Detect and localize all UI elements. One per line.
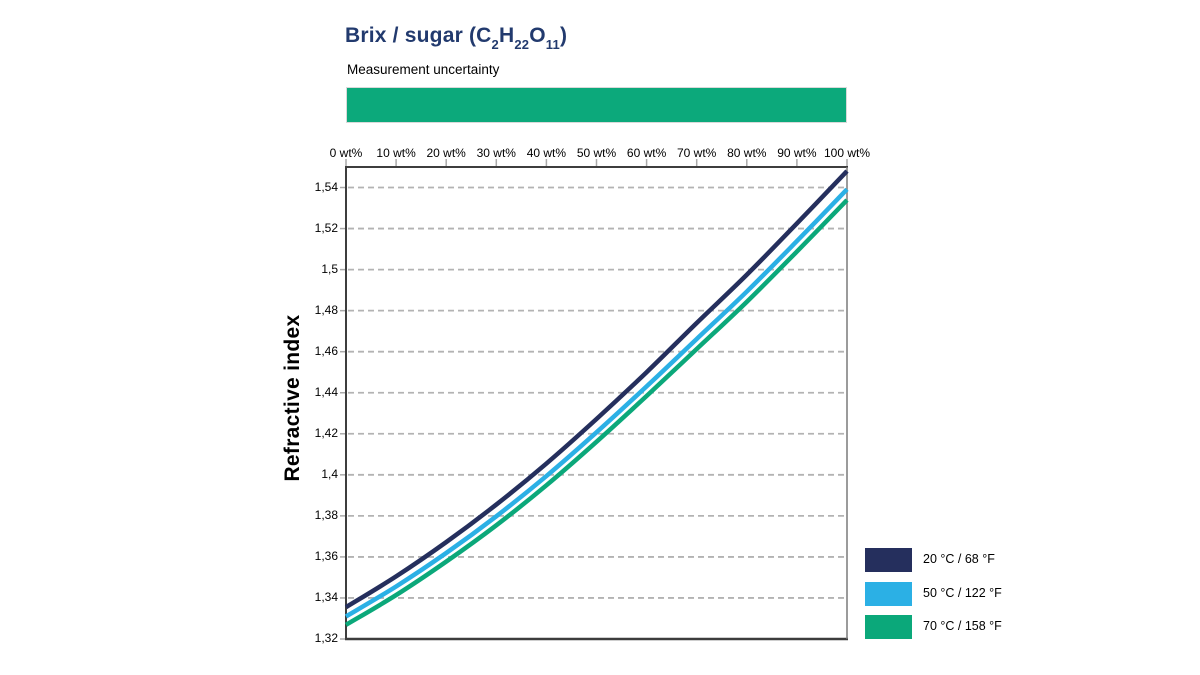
title-subscript: 11 xyxy=(545,37,560,53)
legend-label: 20 °C / 68 °F xyxy=(923,552,995,566)
x-tick-label: 50 wt% xyxy=(576,146,617,160)
x-tick-label: 0 wt% xyxy=(329,146,363,160)
y-tick-label: 1,52 xyxy=(314,220,338,235)
x-tick-label: 10 wt% xyxy=(376,146,416,160)
series-curve-50c xyxy=(344,187,849,619)
legend-swatch-70c xyxy=(865,615,912,639)
title-text: H xyxy=(498,24,515,47)
legend-label: 50 °C / 122 °F xyxy=(923,586,1002,600)
y-tick-label: 1,46 xyxy=(314,343,338,358)
x-tick-label: 90 wt% xyxy=(777,146,817,160)
y-tick-label: 1,36 xyxy=(314,548,338,563)
uncertainty-band xyxy=(346,87,847,123)
y-tick-label: 1,5 xyxy=(321,261,338,276)
y-tick-label: 1,42 xyxy=(314,425,338,440)
x-tick-label: 40 wt% xyxy=(526,146,567,160)
title-text: O xyxy=(529,24,546,47)
y-tick-label: 1,44 xyxy=(314,384,338,399)
y-tick-label: 1,34 xyxy=(314,589,338,604)
x-tick-label: 80 wt% xyxy=(727,146,767,160)
series-curve-70c xyxy=(344,198,849,627)
x-tick-label: 100 wt% xyxy=(823,146,871,160)
title-text: Brix / sugar (C xyxy=(345,24,492,47)
legend-label: 70 °C / 158 °F xyxy=(923,619,1002,633)
title-subscript: 2 xyxy=(491,37,499,53)
x-tick-label: 30 wt% xyxy=(476,146,516,160)
legend-swatch-50c xyxy=(865,582,912,606)
y-tick-label: 1,54 xyxy=(314,179,338,194)
measurement-uncertainty-label: Measurement uncertainty xyxy=(347,62,500,77)
title-text: ) xyxy=(559,24,568,47)
series-curve-20c xyxy=(344,169,849,610)
y-tick-label: 1,4 xyxy=(321,466,338,481)
y-tick-label: 1,32 xyxy=(314,631,338,645)
title-subscript: 22 xyxy=(514,37,530,53)
y-tick-label: 1,48 xyxy=(314,302,338,317)
x-tick-label: 60 wt% xyxy=(626,146,667,160)
x-tick-label: 70 wt% xyxy=(677,146,717,160)
chart-title: Brix / sugar (C2H22O11) xyxy=(345,24,568,51)
y-tick-label: 1,38 xyxy=(314,507,338,522)
x-tick-label: 20 wt% xyxy=(426,146,466,160)
legend-swatch-20c xyxy=(865,548,912,572)
